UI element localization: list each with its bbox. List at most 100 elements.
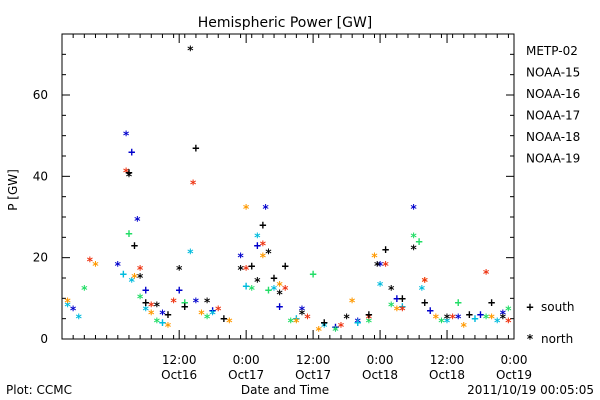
data-point: *	[365, 312, 372, 326]
data-point: +	[164, 308, 171, 322]
data-point: *	[332, 324, 339, 338]
data-point: *	[176, 263, 183, 277]
data-point: +	[293, 312, 300, 326]
data-point: *	[349, 295, 356, 309]
data-point: +	[282, 259, 289, 273]
data-point: +	[455, 295, 462, 309]
data-point: *	[388, 283, 395, 297]
data-point: +	[142, 295, 149, 309]
legend-item-noaa-15: NOAA-15	[526, 66, 580, 80]
y-axis-label: P [GW]	[6, 169, 20, 211]
y-tick-label: 40	[33, 169, 48, 183]
x-tick-date-label: Oct17	[295, 368, 331, 382]
data-point: *	[259, 238, 266, 252]
data-point: +	[399, 291, 406, 305]
data-point: *	[123, 165, 130, 179]
x-tick-time-label: 12:00	[296, 353, 331, 367]
series-noaa-19: **** ***************	[86, 165, 512, 334]
x-tick-date-label: Oct16	[161, 368, 197, 382]
data-point: +	[192, 141, 199, 155]
data-point: *	[254, 275, 261, 289]
x-axis-label: Date and Time	[241, 383, 329, 397]
legend-item-noaa-17: NOAA-17	[526, 109, 580, 123]
x-tick-time-label: 0:00	[233, 353, 260, 367]
data-point: +	[159, 316, 166, 330]
legend-item-noaa-16: NOAA-16	[526, 87, 580, 101]
axes: 020406012:00Oct160:00Oct1712:00Oct170:00…	[33, 33, 532, 382]
data-point: *	[499, 308, 506, 322]
data-point: *	[265, 247, 272, 261]
data-point: *	[443, 312, 450, 326]
data-point: *	[262, 202, 269, 216]
data-point: *	[337, 320, 344, 334]
data-point: *	[376, 259, 383, 273]
data-point: *	[243, 202, 250, 216]
data-point: *	[438, 316, 445, 330]
data-point: *	[298, 308, 305, 322]
data-point: *	[259, 251, 266, 265]
data-point: *	[298, 304, 305, 318]
data-point: *	[432, 312, 439, 326]
data-point: *	[148, 308, 155, 322]
x-tick-time-label: 0:00	[367, 353, 394, 367]
series-noaa-16: **+**+**+**+* +*+** + *	[64, 230, 501, 333]
data-point: *	[187, 43, 194, 57]
data-point: *	[421, 275, 428, 289]
data-point: +	[393, 291, 400, 305]
data-point: +	[382, 243, 389, 257]
data-point: *	[215, 304, 222, 318]
data-point: +	[181, 299, 188, 313]
data-point: *	[315, 324, 322, 338]
data-point: +	[365, 308, 372, 322]
data-point: *	[393, 304, 400, 318]
data-point: *	[365, 316, 372, 330]
data-point: *	[125, 169, 132, 183]
x-tick-time-label: 12:00	[162, 353, 197, 367]
data-point: *	[505, 304, 512, 318]
data-point: *	[293, 316, 300, 330]
data-point: *	[114, 259, 121, 273]
data-point: *	[159, 308, 166, 322]
data-point: +	[427, 304, 434, 318]
marker-legend: + south * north	[526, 300, 574, 346]
legend-item-metp-02: METP-02	[526, 44, 578, 58]
y-tick-label: 20	[33, 251, 48, 265]
data-point: *	[86, 255, 93, 269]
data-point: *	[153, 316, 160, 330]
data-point: *	[374, 259, 381, 273]
data-point: *	[92, 259, 99, 273]
data-point: +	[332, 320, 339, 334]
data-point: *	[443, 316, 450, 330]
data-point: +	[131, 238, 138, 252]
data-point: *	[243, 263, 250, 277]
data-point: *	[455, 312, 462, 326]
y-tick-label: 0	[40, 332, 48, 346]
series-noaa-17: *+**+** +*+****+*+**	[81, 226, 512, 338]
data-point: *	[399, 304, 406, 318]
data-point: +	[416, 234, 423, 248]
marker-legend-label: south	[541, 300, 575, 314]
data-point: *	[449, 312, 456, 326]
data-point: *	[354, 316, 361, 330]
data-point: *	[192, 295, 199, 309]
data-point: +	[125, 165, 132, 179]
data-point: *	[482, 312, 489, 326]
plot-timestamp: 2011/10/19 00:05:05	[467, 383, 594, 397]
data-point: *	[134, 214, 141, 228]
x-tick-date-label: Oct18	[362, 368, 398, 382]
data-points: ***+*+*+*+*+*+ *+ **+*+* + ***+**+**+**+* +*+…	[64, 43, 512, 338]
data-point: +	[309, 267, 316, 281]
data-point: +	[421, 295, 428, 309]
data-point: *	[170, 295, 177, 309]
data-point: +	[321, 316, 328, 330]
data-point: +	[488, 295, 495, 309]
data-point: *	[75, 312, 82, 326]
data-point: *	[187, 247, 194, 261]
data-point: *	[137, 271, 144, 285]
data-point: +	[181, 295, 188, 309]
x-tick-time-label: 12:00	[430, 353, 465, 367]
data-point: *	[321, 320, 328, 334]
data-point: *	[418, 283, 425, 297]
data-point: *	[282, 283, 289, 297]
data-point: *	[494, 316, 501, 330]
